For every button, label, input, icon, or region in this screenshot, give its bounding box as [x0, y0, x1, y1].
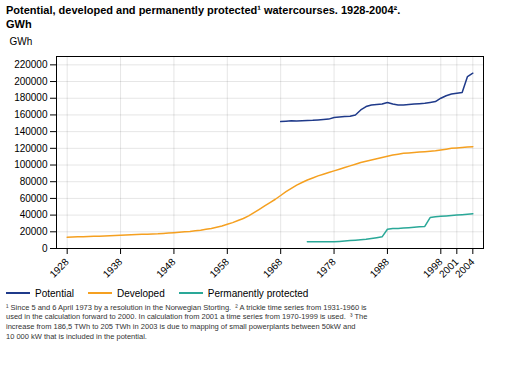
svg-text:0: 0: [42, 242, 48, 253]
svg-text:120000: 120000: [14, 142, 48, 153]
svg-text:1938: 1938: [101, 255, 125, 279]
svg-text:80000: 80000: [20, 175, 48, 186]
svg-text:1998: 1998: [421, 255, 445, 280]
svg-text:2004: 2004: [453, 255, 477, 279]
svg-text:20000: 20000: [20, 226, 48, 237]
svg-text:180000: 180000: [14, 92, 48, 103]
svg-text:40000: 40000: [20, 209, 48, 220]
svg-text:1968: 1968: [261, 255, 285, 279]
svg-text:60000: 60000: [20, 192, 48, 203]
svg-text:1948: 1948: [154, 255, 178, 279]
html-text:¹ Since 5 and 6 April 1973 by: ¹ Since 5 and 6 April 1973 by a resoluti…: [6, 302, 368, 341]
svg-text:1988: 1988: [368, 255, 392, 279]
svg-text:160000: 160000: [14, 109, 48, 120]
svg-text:GWh: GWh: [10, 35, 33, 46]
svg-text:2001: 2001: [437, 255, 461, 280]
svg-text:140000: 140000: [14, 125, 48, 136]
html-text:Potential, developed and perma: Potential, developed and permanently pro…: [6, 4, 401, 30]
svg-text:1928: 1928: [47, 255, 71, 279]
svg-text:1958: 1958: [207, 255, 231, 279]
svg-text:1978: 1978: [314, 255, 338, 279]
svg-text:220000: 220000: [14, 59, 48, 70]
svg-text:100000: 100000: [14, 159, 48, 170]
svg-text:200000: 200000: [14, 75, 48, 86]
html-text:Developed: Developed: [116, 287, 165, 299]
html-text:Permanently protected: Permanently protected: [207, 287, 309, 299]
html-text:Potential: Potential: [35, 287, 74, 299]
